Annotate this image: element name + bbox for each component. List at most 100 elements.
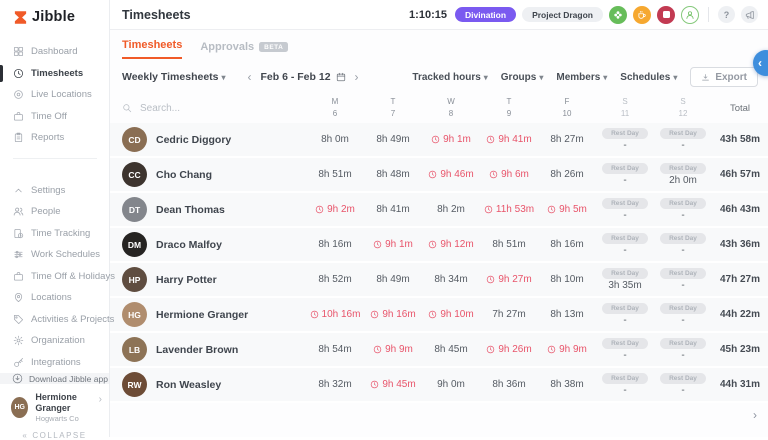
project-badge[interactable]: Project Dragon: [522, 7, 603, 22]
sidebar-item-live-locations[interactable]: Live Locations: [0, 84, 109, 106]
hours-value: 9h 12m: [440, 239, 473, 250]
scroll-right-chevron-icon[interactable]: ›: [753, 408, 757, 422]
hours-value: 8h 51m: [318, 169, 351, 180]
briefcase-icon: [13, 111, 24, 122]
overtime-hours-cell: 9h 5m: [538, 204, 596, 215]
download-app-button[interactable]: Download Jibble app: [0, 373, 109, 384]
announcements-button[interactable]: [741, 6, 758, 23]
export-button[interactable]: Export: [690, 67, 758, 87]
toolbar: Weekly Timesheets▾ ‹ Feb 6 - Feb 12 › Tr…: [110, 59, 768, 93]
sidebar-item-integrations[interactable]: Integrations: [0, 352, 109, 374]
next-week-button[interactable]: ›: [355, 71, 359, 83]
date-range-picker[interactable]: Feb 6 - Feb 12: [261, 71, 346, 83]
sidebar-item-activities-projects[interactable]: Activities & Projects: [0, 309, 109, 331]
brand-name: Jibble: [32, 9, 75, 25]
filter-groups[interactable]: Groups▾: [501, 72, 544, 83]
filter-schedules[interactable]: Schedules▾: [620, 72, 677, 83]
tracked-hours-cell: 8h 49m: [364, 274, 422, 285]
overtime-clock-icon: [547, 205, 556, 214]
chevron-down-icon: ▾: [673, 73, 677, 82]
overtime-hours-cell: 9h 46m: [422, 169, 480, 180]
sidebar-item-reports[interactable]: Reports: [0, 127, 109, 149]
total-hours-cell: 44h 22m: [712, 309, 768, 320]
day-date: 8: [422, 108, 480, 120]
nav-item-label: Work Schedules: [31, 249, 100, 260]
chevron-up-icon: [13, 185, 24, 196]
activity-badge[interactable]: Divination: [455, 7, 516, 22]
whos-in-button[interactable]: [681, 6, 699, 24]
grid-icon: [13, 46, 24, 57]
switch-activity-button[interactable]: [609, 6, 627, 24]
rest-day-badge: Rest Day: [660, 268, 706, 279]
rest-day-badge: Rest Day: [660, 338, 706, 349]
hours-value: 8h 34m: [434, 274, 467, 285]
tracked-hours-cell: 8h 51m: [480, 239, 538, 250]
overtime-clock-icon: [547, 345, 556, 354]
sidebar-item-time-tracking[interactable]: Time Tracking: [0, 223, 109, 245]
tracked-hours-cell: 8h 27m: [538, 134, 596, 145]
rest-day-badge: Rest Day: [602, 303, 648, 314]
tracked-hours-cell: 9h 0m: [422, 379, 480, 390]
hours-value: 8h 45m: [434, 344, 467, 355]
day-date: 12: [654, 108, 712, 120]
current-user-menu[interactable]: HG Hermione Granger Hogwarts Co ›: [0, 384, 109, 431]
sidebar-item-organization[interactable]: Organization: [0, 330, 109, 352]
rest-day-value: -: [681, 386, 684, 396]
current-user-name: Hermione Granger: [35, 392, 101, 414]
nav-item-label: Dashboard: [31, 46, 77, 57]
overtime-hours-cell: 9h 16m: [364, 309, 422, 320]
help-button[interactable]: ?: [718, 6, 735, 23]
filter-members[interactable]: Members▾: [556, 72, 607, 83]
overtime-clock-icon: [370, 380, 379, 389]
prev-week-button[interactable]: ‹: [248, 71, 252, 83]
collapse-sidebar-button[interactable]: « COLLAPSE: [0, 431, 109, 440]
sliders-icon: [13, 249, 24, 260]
clock-icon: [13, 68, 24, 79]
view-dropdown[interactable]: Weekly Timesheets▾: [122, 71, 226, 83]
calendar-icon: [336, 72, 346, 82]
tab-approvals[interactable]: Approvals BETA: [200, 41, 288, 59]
sidebar-item-people[interactable]: People: [0, 201, 109, 223]
stop-timer-button[interactable]: [657, 6, 675, 24]
hours-value: 9h 5m: [559, 204, 587, 215]
sidebar-item-locations[interactable]: Locations: [0, 287, 109, 309]
sidebar-item-time-off-holidays[interactable]: Time Off & Holidays: [0, 266, 109, 288]
sidebar-item-dashboard[interactable]: Dashboard: [0, 41, 109, 63]
tab-timesheets[interactable]: Timesheets: [122, 39, 182, 59]
rest-day-badge: Rest Day: [660, 198, 706, 209]
take-break-button[interactable]: [633, 6, 651, 24]
tracked-hours-cell: 8h 54m: [306, 344, 364, 355]
current-user-org: Hogwarts Co: [35, 414, 101, 424]
sidebar-item-timesheets[interactable]: Timesheets: [0, 63, 109, 85]
rest-day-value: -: [681, 211, 684, 221]
rest-day-cell: Rest Day-: [654, 233, 712, 257]
sidebar-item-settings[interactable]: Settings: [0, 180, 109, 202]
collapse-label: COLLAPSE: [32, 431, 86, 440]
search-input[interactable]: [138, 102, 268, 115]
tracked-hours-cell: 8h 0m: [306, 134, 364, 145]
filter-label: Members: [556, 72, 600, 83]
sidebar-item-work-schedules[interactable]: Work Schedules: [0, 244, 109, 266]
sidebar-item-time-off[interactable]: Time Off: [0, 106, 109, 128]
filter-tracked-hours[interactable]: Tracked hours▾: [412, 72, 487, 83]
overtime-clock-icon: [315, 205, 324, 214]
tracked-hours-cell: 7h 27m: [480, 309, 538, 320]
